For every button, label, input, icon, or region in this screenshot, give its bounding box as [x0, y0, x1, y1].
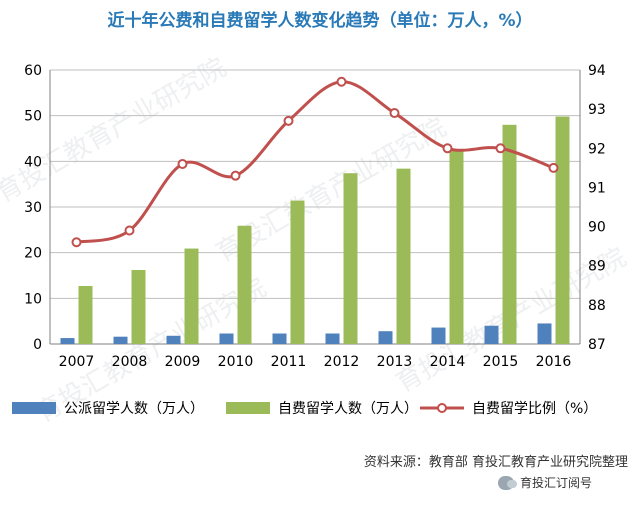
- legend-swatch: [12, 402, 56, 414]
- self-funded-bar: [503, 125, 517, 344]
- self-funded-bar: [450, 151, 464, 344]
- self-funded-bar: [291, 201, 305, 344]
- public-bar: [220, 333, 234, 344]
- self-funded-bar: [556, 117, 570, 344]
- ratio-line: [73, 78, 558, 246]
- right-tick-label: 90: [588, 220, 606, 236]
- left-tick-label: 10: [24, 291, 42, 307]
- x-tick-label: 2008: [112, 354, 148, 370]
- left-tick-label: 40: [24, 154, 42, 170]
- legend: 公派留学人数（万人） 自费留学人数（万人） 自费留学比例（%）: [12, 401, 597, 417]
- legend-label: 自费留学人数（万人）: [278, 401, 418, 417]
- ratio-point: [126, 226, 134, 234]
- self-funded-bar: [238, 226, 252, 344]
- ratio-point: [232, 172, 240, 180]
- public-bar: [379, 331, 393, 344]
- right-tick-label: 88: [588, 298, 606, 314]
- right-tick-label: 92: [588, 141, 606, 157]
- ratio-point: [73, 238, 81, 246]
- public-bar: [326, 333, 340, 344]
- x-tick-label: 2012: [324, 354, 360, 370]
- right-axis-ticks: 87 88 89 90 91 92 93 94: [588, 63, 606, 353]
- self-funded-bar: [344, 173, 358, 344]
- self-funded-bar: [132, 270, 146, 344]
- ratio-point: [497, 144, 505, 152]
- ratio-point: [285, 117, 293, 125]
- x-tick-label: 2010: [218, 354, 254, 370]
- public-bar: [167, 336, 181, 344]
- x-tick-label: 2014: [430, 354, 466, 370]
- x-axis-ticks: 2007 2008 2009 2010 2011 2012 2013 2014 2015 2016: [59, 354, 572, 370]
- left-tick-label: 30: [24, 200, 42, 216]
- public-bar: [538, 323, 552, 344]
- x-tick-label: 2011: [271, 354, 307, 370]
- x-tick-label: 2009: [165, 354, 201, 370]
- wechat-tag: 育投汇订阅号: [498, 474, 592, 491]
- ratio-point: [338, 78, 346, 86]
- legend-swatch: [226, 402, 270, 414]
- source-note: 资料来源：教育部 育投汇教育产业研究院整理: [364, 451, 628, 470]
- right-tick-label: 89: [588, 259, 606, 275]
- x-tick-label: 2013: [377, 354, 413, 370]
- self-funded-bar: [79, 286, 93, 344]
- self-funded-bar: [397, 169, 411, 344]
- right-tick-label: 87: [588, 337, 606, 353]
- left-tick-label: 0: [33, 337, 42, 353]
- ratio-point: [391, 109, 399, 117]
- public-bar: [114, 337, 128, 344]
- public-bar: [485, 326, 499, 344]
- ratio-point: [444, 144, 452, 152]
- x-tick-label: 2015: [483, 354, 519, 370]
- ratio-point: [179, 160, 187, 168]
- left-tick-label: 20: [24, 246, 42, 262]
- public-bar: [432, 328, 446, 344]
- x-tick-label: 2007: [59, 354, 95, 370]
- ratio-point: [550, 164, 558, 172]
- ratio-curve: [77, 82, 554, 243]
- legend-label: 自费留学比例（%）: [472, 401, 597, 417]
- left-tick-label: 50: [24, 109, 42, 125]
- right-tick-label: 94: [588, 63, 606, 79]
- public-bar: [61, 338, 75, 344]
- public-bar: [273, 333, 287, 344]
- right-tick-label: 91: [588, 180, 606, 196]
- legend-marker: [438, 404, 446, 412]
- self-funded-bar: [185, 249, 199, 344]
- bars: [61, 117, 570, 344]
- left-tick-label: 60: [24, 63, 42, 79]
- wechat-label: 育投汇订阅号: [520, 474, 592, 491]
- left-axis-ticks: 0 10 20 30 40 50 60: [24, 63, 42, 353]
- x-tick-label: 2016: [536, 354, 572, 370]
- wechat-icon: [498, 476, 514, 490]
- legend-label: 公派留学人数（万人）: [64, 401, 204, 417]
- right-tick-label: 93: [588, 102, 606, 118]
- gridlines: [50, 70, 580, 344]
